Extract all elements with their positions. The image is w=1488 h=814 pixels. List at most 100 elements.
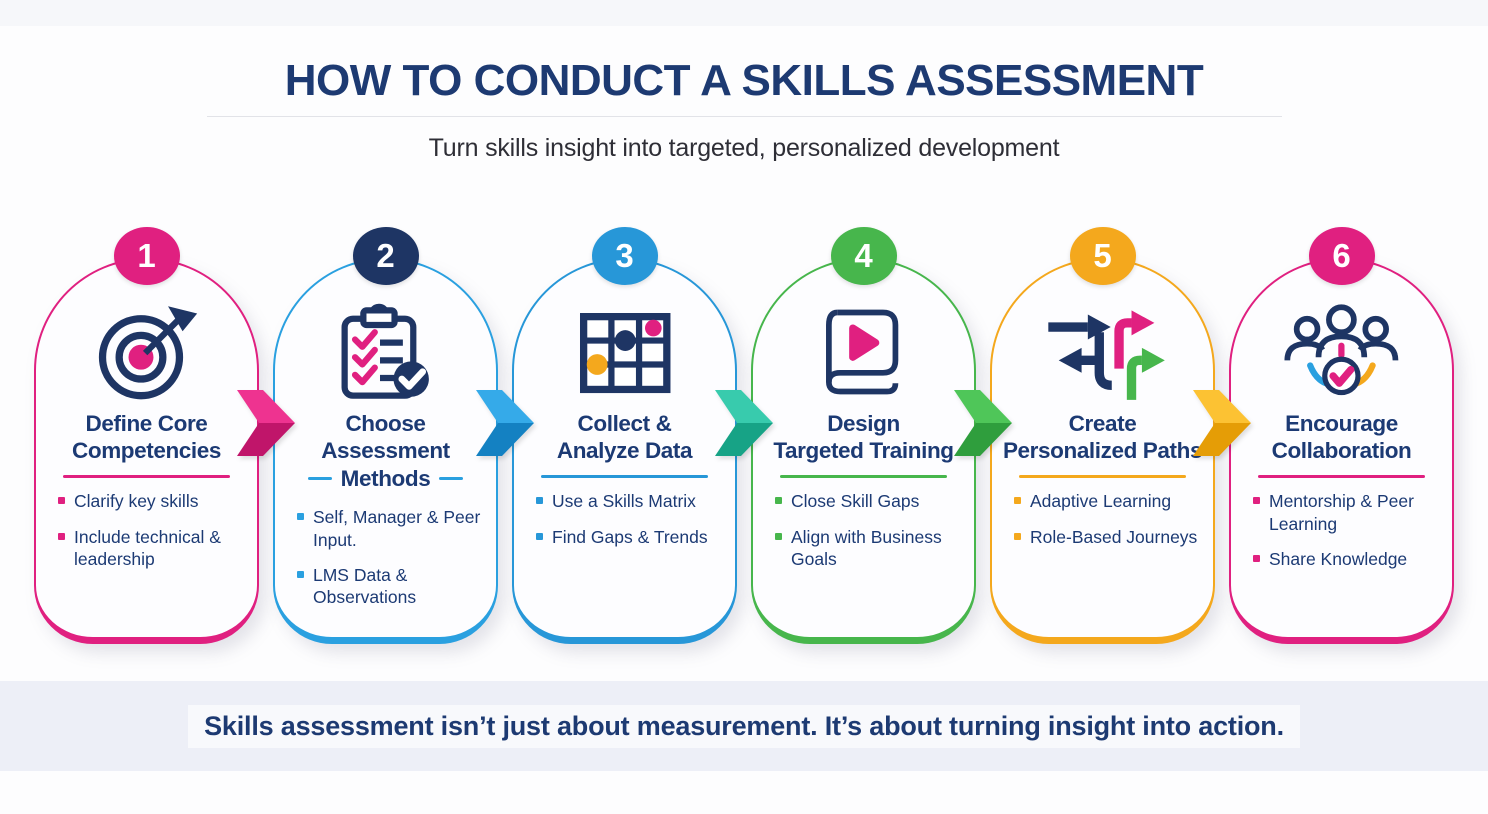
bullet-text: Adaptive Learning xyxy=(1030,491,1172,512)
bullet-text: Use a Skills Matrix xyxy=(552,491,696,512)
bullet-text: Role-Based Journeys xyxy=(1030,526,1198,547)
step-number: 4 xyxy=(854,237,873,274)
bullet-square-icon xyxy=(297,513,304,521)
step-number: 5 xyxy=(1093,237,1112,274)
step-bullets: Self, Manager & Peer Input. LMS Data & O… xyxy=(275,506,496,609)
step-divider xyxy=(779,474,948,479)
step-title: Design Targeted Training xyxy=(753,410,974,465)
step-number-badge: 4 xyxy=(830,227,897,285)
bullet-text: Self, Manager & Peer Input. xyxy=(313,507,481,550)
step-bullets: Mentorship & Peer Learning Share Knowled… xyxy=(1231,490,1452,570)
step-arrow-icon xyxy=(1193,222,1251,644)
step-title: Create Personalized Paths xyxy=(992,410,1213,465)
step-title: Collect & Analyze Data xyxy=(514,410,735,465)
bullet-item: Mentorship & Peer Learning xyxy=(1253,490,1440,535)
page-title: HOW TO CONDUCT A SKILLS ASSESSMENT xyxy=(284,56,1204,105)
title-divider xyxy=(206,116,1282,117)
people-check-icon xyxy=(1231,300,1452,404)
step-title-line: Design xyxy=(827,411,900,436)
step-bullets: Use a Skills Matrix Find Gaps & Trends xyxy=(514,490,735,548)
step-arrow-icon xyxy=(476,222,534,644)
step-title: Define Core Competencies xyxy=(36,410,257,465)
bullet-square-icon xyxy=(58,497,65,505)
step-bullets: Adaptive Learning Role-Based Journeys xyxy=(992,490,1213,548)
step-number-badge: 2 xyxy=(352,227,419,285)
bullet-square-icon xyxy=(297,571,304,579)
closing-quote: Skills assessment isn’t just about measu… xyxy=(188,704,1300,748)
step-title-line: Encourage xyxy=(1285,411,1398,436)
matrix-icon xyxy=(514,300,735,404)
step-divider: Methods xyxy=(275,465,496,492)
bullet-square-icon xyxy=(1253,497,1260,505)
bullet-item: Self, Manager & Peer Input. xyxy=(297,506,484,551)
book-play-icon xyxy=(753,300,974,404)
step-number-badge: 1 xyxy=(113,227,180,285)
bullet-item: Share Knowledge xyxy=(1253,548,1440,570)
step-divider xyxy=(1018,474,1187,479)
bullet-text: Share Knowledge xyxy=(1269,549,1408,570)
bullet-square-icon xyxy=(1014,497,1021,505)
bullet-square-icon xyxy=(58,532,65,540)
bullet-item: Align with Business Goals xyxy=(775,526,962,571)
bullet-text: LMS Data & Observations xyxy=(313,565,417,608)
step-title-line: Competencies xyxy=(72,438,221,464)
step-number-badge: 3 xyxy=(591,227,658,285)
step-bullets: Clarify key skills Include technical & l… xyxy=(36,490,257,570)
bullet-item: Find Gaps & Trends xyxy=(536,526,723,548)
divider-dash xyxy=(307,476,332,481)
step-title-line: Collaboration xyxy=(1271,438,1412,464)
step-arrow-icon xyxy=(237,222,295,644)
step-number-badge: 6 xyxy=(1308,227,1375,285)
bullet-text: Close Skill Gaps xyxy=(791,491,920,512)
step-title-line: Choose xyxy=(345,411,426,436)
bullet-item: Adaptive Learning xyxy=(1014,490,1201,512)
target-icon xyxy=(36,300,257,404)
bullet-square-icon xyxy=(1014,532,1021,540)
step-card-3: 3 Collect & Analyze Data Use a Skills Mat… xyxy=(512,227,737,644)
quote-band: Skills assessment isn’t just about measu… xyxy=(0,681,1488,771)
step-title-line: Analyze Data xyxy=(556,438,693,464)
bullet-text: Find Gaps & Trends xyxy=(552,526,708,547)
bullet-text: Mentorship & Peer Learning xyxy=(1269,491,1414,534)
clipboard-icon xyxy=(275,300,496,404)
step-number: 2 xyxy=(376,237,395,274)
step-title-line: Personalized Paths xyxy=(1002,438,1203,464)
header: HOW TO CONDUCT A SKILLS ASSESSMENT Turn … xyxy=(0,0,1488,163)
top-strip xyxy=(0,0,1488,26)
step-title-line: Targeted Training xyxy=(773,438,954,464)
step-card-5: 5 Create Personalized Paths Adaptive Lear… xyxy=(990,227,1215,644)
bullet-square-icon xyxy=(775,497,782,505)
bullet-square-icon xyxy=(536,497,543,505)
bullet-item: LMS Data & Observations xyxy=(297,564,484,609)
bullet-square-icon xyxy=(775,532,782,540)
bullet-text: Align with Business Goals xyxy=(791,526,942,570)
bullet-item: Clarify key skills xyxy=(58,490,245,512)
step-title-line: Assessment xyxy=(321,438,450,464)
branching-paths-icon xyxy=(992,300,1213,404)
step-number: 1 xyxy=(137,237,156,274)
bullet-item: Use a Skills Matrix xyxy=(536,490,723,512)
step-arrow-icon xyxy=(715,222,773,644)
bullet-item: Include technical & leadership xyxy=(58,526,245,571)
bullet-text: Include technical & leadership xyxy=(74,526,221,570)
bullet-text: Clarify key skills xyxy=(74,491,199,512)
step-card-1: 1 Define Core Competencies Clarify key sk… xyxy=(34,227,259,644)
step-title-line: Collect & xyxy=(577,411,672,436)
step-card-4: 4 Design Targeted Training Close Skill Ga… xyxy=(751,227,976,644)
divider-dash xyxy=(439,476,464,481)
step-title: Choose Assessment Methods xyxy=(275,410,496,492)
step-card-2: 2 Choose Assessment Methods Self, Manager… xyxy=(273,227,498,644)
step-number: 6 xyxy=(1332,237,1351,274)
step-card-6: 6 Encourage Collaboration Mentorship & Pe… xyxy=(1229,227,1454,644)
step-number-badge: 5 xyxy=(1069,227,1136,285)
step-bullets: Close Skill Gaps Align with Business Goa… xyxy=(753,490,974,570)
page-subtitle: Turn skills insight into targeted, perso… xyxy=(428,134,1060,162)
step-divider xyxy=(1257,474,1426,479)
step-title-line: Create xyxy=(1068,411,1137,436)
step-title-line: Methods xyxy=(340,465,431,491)
bullet-square-icon xyxy=(1253,555,1260,563)
step-divider xyxy=(540,474,709,479)
step-number: 3 xyxy=(615,237,634,274)
bullet-square-icon xyxy=(536,532,543,540)
